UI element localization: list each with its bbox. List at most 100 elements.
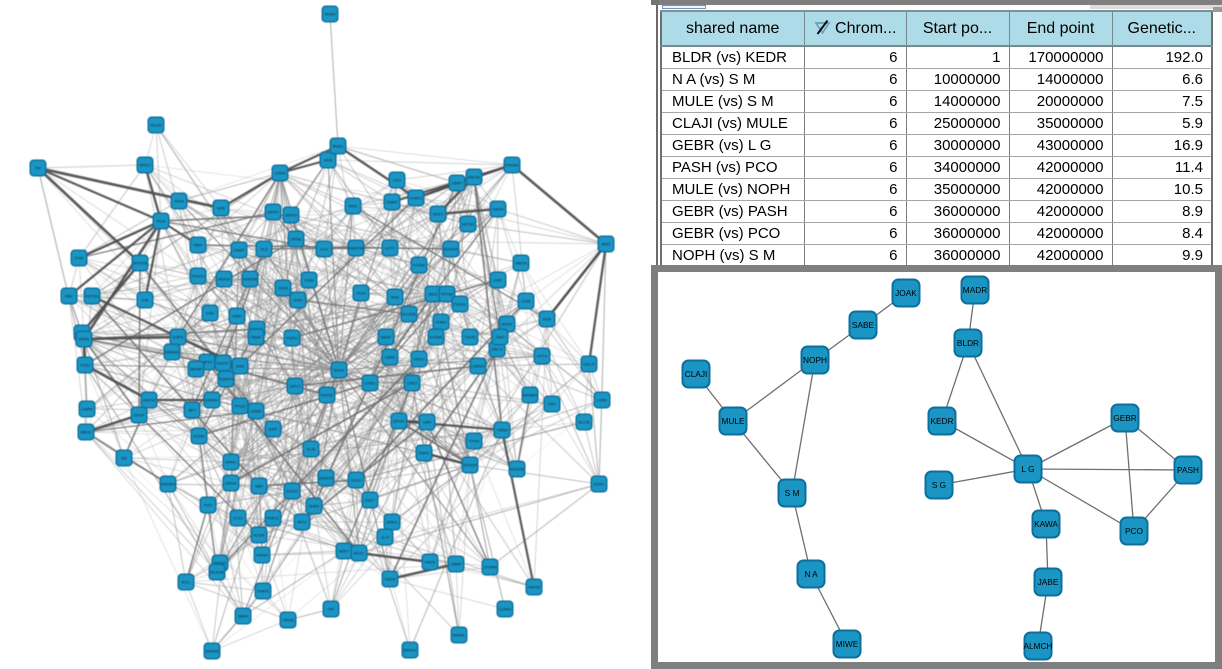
svg-text:CBNP: CBNP [451, 562, 462, 567]
svg-text:MULE: MULE [721, 416, 745, 426]
svg-text:ILITC: ILITC [385, 246, 395, 251]
svg-text:NCPJ: NCPJ [433, 212, 443, 217]
svg-text:SVDV: SVDV [594, 482, 605, 487]
svg-text:AEET: AEET [339, 549, 350, 554]
svg-text:EPGO: EPGO [393, 419, 404, 424]
svg-text:N A: N A [804, 569, 818, 579]
svg-text:NPTU: NPTU [202, 360, 213, 365]
svg-text:EDGO: EDGO [286, 489, 297, 494]
svg-text:NSA: NSA [391, 295, 399, 300]
svg-text:TUWPH: TUWPH [219, 377, 233, 382]
svg-text:SLDU: SLDU [351, 478, 362, 483]
svg-text:OMPI: OMPI [452, 181, 462, 186]
svg-text:PILN: PILN [157, 219, 166, 224]
svg-text:TFNCH: TFNCH [191, 274, 204, 279]
svg-text:VVRCJ: VVRCJ [410, 196, 423, 201]
svg-text:TBVW: TBVW [282, 618, 294, 623]
svg-text:HTTV: HTTV [537, 354, 548, 359]
svg-text:SUUV: SUUV [334, 368, 345, 373]
svg-text:GDA: GDA [543, 317, 552, 322]
svg-text:DDLT: DDLT [365, 498, 375, 503]
svg-text:CLAJI: CLAJI [685, 369, 708, 379]
svg-text:WWDM: WWDM [243, 277, 256, 282]
svg-text:VHNV: VHNV [436, 320, 447, 325]
svg-text:WDKA: WDKA [218, 277, 230, 282]
svg-text:WUEL: WUEL [332, 144, 344, 149]
svg-text:CBSK: CBSK [385, 355, 396, 360]
svg-text:MNWV: MNWV [206, 398, 219, 403]
svg-text:UWOE: UWOE [143, 398, 156, 403]
svg-text:ERSJ: ERSJ [414, 357, 424, 362]
svg-text:FCUI: FCUI [356, 291, 365, 296]
svg-text:JLJJ: JLJJ [381, 535, 389, 540]
svg-text:TIHJN: TIHJN [464, 335, 475, 340]
svg-text:FBPI: FBPI [194, 243, 203, 248]
svg-text:KMFN: KMFN [257, 589, 268, 594]
svg-text:SIE: SIE [121, 456, 128, 461]
svg-text:DBLIV: DBLIV [491, 347, 503, 352]
svg-text:LDBVD: LDBVD [472, 364, 485, 369]
svg-text:UEMOV: UEMOV [319, 476, 334, 481]
svg-text:ERNH: ERNH [256, 553, 267, 558]
svg-text:JOAK: JOAK [895, 288, 917, 298]
svg-text:DDUU: DDUU [225, 481, 236, 486]
svg-text:MHMK: MHMK [453, 633, 465, 638]
svg-text:CUWU: CUWU [499, 607, 511, 612]
svg-text:DUHD: DUHD [193, 434, 204, 439]
svg-text:NADF: NADF [381, 335, 392, 340]
svg-text:CMIF: CMIF [232, 314, 242, 319]
svg-text:TPVN: TPVN [469, 439, 480, 444]
svg-text:RHTW: RHTW [321, 393, 333, 398]
svg-text:PDEVL: PDEVL [267, 516, 281, 521]
svg-text:PJUUL: PJUUL [454, 302, 467, 307]
svg-text:BRD: BRD [602, 242, 610, 247]
svg-text:AGPV: AGPV [502, 322, 513, 327]
svg-text:RFCI: RFCI [297, 520, 306, 525]
svg-text:SWVO: SWVO [285, 213, 297, 218]
svg-text:PCO: PCO [1125, 526, 1144, 536]
svg-text:TFI: TFI [35, 166, 41, 171]
svg-text:ILWF: ILWF [268, 427, 278, 432]
svg-text:JCEE: JCEE [521, 299, 531, 304]
svg-text:GEB: GEB [324, 158, 333, 163]
svg-text:LCG: LCG [320, 247, 328, 252]
svg-text:RUMJ: RUMJ [325, 12, 336, 17]
svg-text:ADWOF: ADWOF [444, 247, 459, 252]
svg-text:RBCK: RBCK [81, 430, 92, 435]
svg-text:LODE: LODE [597, 398, 608, 403]
svg-text:RCC: RCC [182, 580, 191, 585]
svg-text:ONDP: ONDP [233, 248, 245, 253]
svg-text:JABE: JABE [1038, 577, 1059, 587]
svg-text:MBKAD: MBKAD [165, 350, 179, 355]
svg-text:CSU: CSU [206, 311, 214, 316]
svg-text:MADR: MADR [963, 285, 987, 295]
svg-text:WTGTA: WTGTA [133, 261, 147, 266]
svg-text:AHPK: AHPK [309, 504, 320, 509]
svg-text:MBCN: MBCN [515, 261, 527, 266]
svg-text:THGJ: THGJ [80, 363, 90, 368]
svg-text:UNCNL: UNCNL [467, 175, 481, 180]
svg-text:KEDR: KEDR [930, 416, 953, 426]
svg-text:VJK: VJK [141, 298, 149, 303]
svg-text:JBPMP: JBPMP [190, 367, 203, 372]
svg-text:OKTEG: OKTEG [85, 294, 99, 299]
svg-text:DGOPB: DGOPB [510, 467, 524, 472]
svg-text:FFRI: FFRI [75, 256, 84, 261]
svg-text:PDPU: PDPU [287, 336, 298, 341]
svg-text:ONAF: ONAF [251, 335, 262, 340]
svg-text:RKO: RKO [349, 204, 357, 209]
svg-text:JTOKM: JTOKM [483, 565, 496, 570]
svg-text:OVIU: OVIU [293, 298, 303, 303]
svg-text:JTAO: JTAO [495, 335, 505, 340]
svg-text:GPLO: GPLO [290, 384, 301, 389]
svg-text:PASH: PASH [1177, 465, 1199, 475]
svg-text:GEBR: GEBR [1113, 413, 1137, 423]
svg-text:DJPN: DJPN [173, 335, 183, 340]
svg-text:OWOE: OWOE [528, 585, 541, 590]
svg-text:UIKF: UIKF [494, 278, 503, 283]
svg-text:NFKP: NFKP [268, 210, 279, 215]
svg-text:PFUG: PFUG [235, 404, 246, 409]
svg-text:CWPE: CWPE [81, 407, 93, 412]
svg-text:UHLJJ: UHLJJ [583, 362, 595, 367]
svg-text:WLAOE: WLAOE [210, 570, 224, 575]
